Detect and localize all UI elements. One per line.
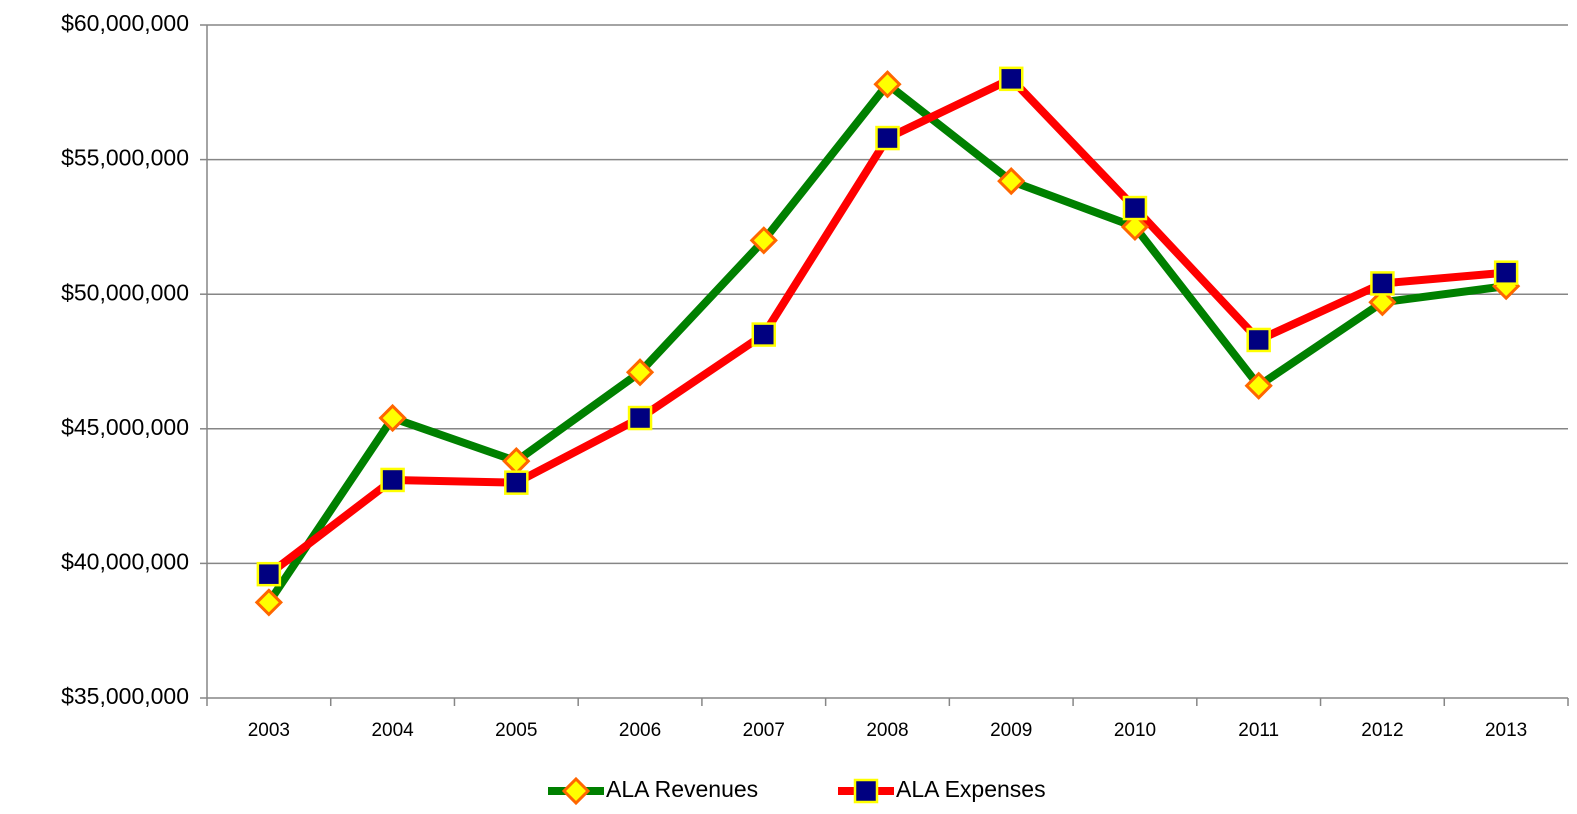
legend-marker: [561, 776, 591, 806]
data-point: [875, 125, 900, 151]
x-tick-label: 2010: [1114, 720, 1156, 741]
series-line: [265, 80, 1507, 605]
data-point: [380, 467, 405, 493]
data-point: [751, 322, 777, 347]
data-point: [378, 403, 407, 433]
data-point: [749, 226, 778, 255]
data-point: [625, 358, 655, 387]
x-tick-label: 2004: [371, 720, 414, 741]
x-tick-label: 2006: [619, 720, 661, 741]
x-tick-label: 2007: [743, 720, 785, 741]
x-tick-label: 2013: [1485, 720, 1527, 741]
x-tick-label: 2008: [866, 720, 908, 741]
x-tick-label: 2009: [990, 720, 1032, 741]
x-tick-label: 2005: [495, 720, 537, 741]
data-point: [1370, 271, 1395, 296]
data-point: [1120, 212, 1150, 242]
data-point: [627, 405, 653, 431]
data-point: [998, 66, 1024, 92]
y-tick-label: $35,000,000: [61, 683, 189, 709]
data-point: [1493, 260, 1519, 285]
data-point: [1122, 195, 1148, 221]
legend-marker: [853, 778, 879, 804]
data-point: [1244, 371, 1273, 400]
y-tick-label: $40,000,000: [61, 548, 189, 574]
legend-label: ALA Revenues: [606, 776, 758, 802]
x-tick-label: 2003: [248, 720, 290, 741]
y-tick-label: $45,000,000: [61, 414, 189, 440]
data-point: [254, 588, 283, 617]
data-point: [873, 70, 902, 99]
y-tick-label: $55,000,000: [61, 145, 189, 171]
legend-label: ALA Expenses: [896, 776, 1046, 802]
y-tick-label: $50,000,000: [61, 279, 189, 305]
x-tick-label: 2012: [1361, 720, 1403, 741]
y-tick-label: $60,000,000: [61, 10, 189, 36]
x-tick-label: 2011: [1238, 720, 1279, 741]
series-line: [266, 74, 1507, 578]
data-point: [504, 470, 529, 495]
data-point: [1246, 327, 1271, 353]
data-point: [1368, 288, 1397, 317]
data-point: [997, 167, 1026, 196]
data-point: [256, 561, 282, 587]
